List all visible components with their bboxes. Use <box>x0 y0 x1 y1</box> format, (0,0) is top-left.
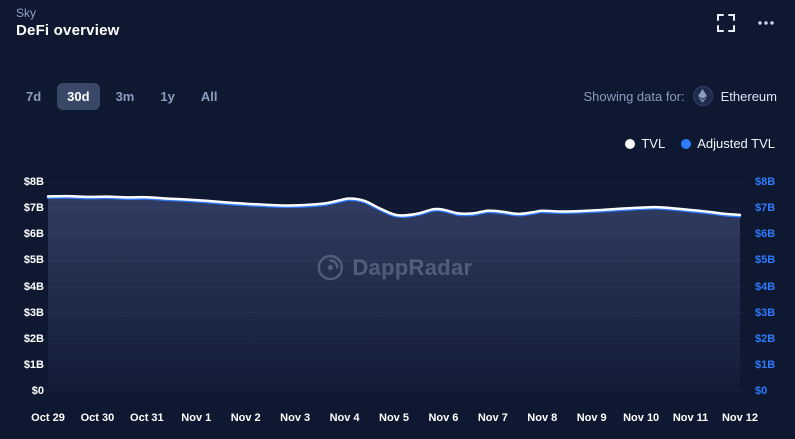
adjusted-tvl-line <box>46 196 742 219</box>
chart-legend: TVL Adjusted TVL <box>625 136 775 151</box>
legend-dot <box>625 138 636 149</box>
x-axis-label: Nov 5 <box>379 412 409 424</box>
breadcrumb[interactable]: Sky <box>16 6 37 20</box>
x-axis-label: Nov 2 <box>230 412 261 424</box>
x-axis-label: Nov 10 <box>623 412 660 424</box>
fullscreen-icon[interactable] <box>715 12 737 34</box>
x-axis-label: Oct 29 <box>31 412 65 424</box>
x-axis-label: Nov 9 <box>576 412 607 424</box>
timerange-tab-all[interactable]: All <box>200 88 218 104</box>
y-axis-right-label: $0 <box>755 385 768 397</box>
y-axis-right-label: $2B <box>755 332 776 345</box>
y-axis-right-label: $1B <box>755 358 776 371</box>
header-icons <box>715 12 777 34</box>
legend-dot <box>681 138 692 149</box>
legend-label: TVL <box>641 136 666 151</box>
y-axis-left-label: $0 <box>31 385 44 397</box>
x-axis-label: Nov 1 <box>181 412 212 424</box>
x-axis-label: Nov 8 <box>527 412 558 424</box>
network-selector[interactable]: Showing data for: Ethereum <box>583 86 777 106</box>
x-axis-label: Nov 6 <box>428 412 459 424</box>
controls-row: 7d 30d 3m 1y All Showing data for: Ethereum <box>16 80 777 112</box>
timerange-tabs: 7d 30d 3m 1y All <box>16 82 227 110</box>
x-axis-label: Oct 30 <box>80 412 115 424</box>
chart-plot[interactable] <box>0 170 795 406</box>
x-axis-label: Nov 11 <box>672 412 709 424</box>
y-axis-left-label: $8B <box>23 176 44 188</box>
timerange-tab-30d[interactable]: 30d <box>57 82 100 110</box>
page-title: DeFi overview <box>16 22 120 39</box>
y-axis-right-label: $8B <box>755 176 776 188</box>
y-axis-right-label: $3B <box>755 306 776 319</box>
x-axis: Oct 29 Oct 30 Oct 31 Nov 1 Nov 2 Nov 3 Nov 4 No… <box>0 412 795 430</box>
timerange-tab-3m[interactable]: 3m <box>115 88 135 104</box>
y-axis-left-label: $5B <box>23 254 44 267</box>
y-axis-left-label: $3B <box>23 306 44 319</box>
y-axis-left-label: $4B <box>23 280 44 293</box>
y-axis-right-label: $7B <box>755 202 776 215</box>
x-axis-label: Oct 31 <box>130 412 164 424</box>
y-axis-left-label: $1B <box>23 358 44 371</box>
tvl-line <box>46 194 742 217</box>
y-axis-left-label: $6B <box>23 228 44 241</box>
tvl-area-fill <box>48 196 740 391</box>
more-options-icon[interactable] <box>755 12 777 34</box>
network-selector-label: Showing data for: <box>583 88 685 104</box>
timerange-tab-1y[interactable]: 1y <box>160 88 175 104</box>
x-axis-label: Nov 12 <box>721 412 759 424</box>
y-axis-right-label: $4B <box>755 280 776 293</box>
legend-item-tvl[interactable]: TVL <box>625 136 665 151</box>
y-axis-right-label: $5B <box>755 254 776 267</box>
x-axis-label: Nov 4 <box>329 412 360 424</box>
ethereum-icon <box>692 86 713 106</box>
legend-label: Adjusted TVL <box>697 136 775 151</box>
x-axis-label: Nov 7 <box>477 412 508 424</box>
y-axis-left-label: $7B <box>23 202 44 215</box>
timerange-tab-7d[interactable]: 7d <box>26 88 42 104</box>
legend-item-adjusted-tvl[interactable]: Adjusted TVL <box>681 136 775 151</box>
y-axis-left-label: $2B <box>23 332 44 345</box>
y-axis-right-label: $6B <box>755 228 776 241</box>
network-selector-value: Ethereum <box>720 88 777 104</box>
x-axis-label: Nov 3 <box>280 412 311 424</box>
